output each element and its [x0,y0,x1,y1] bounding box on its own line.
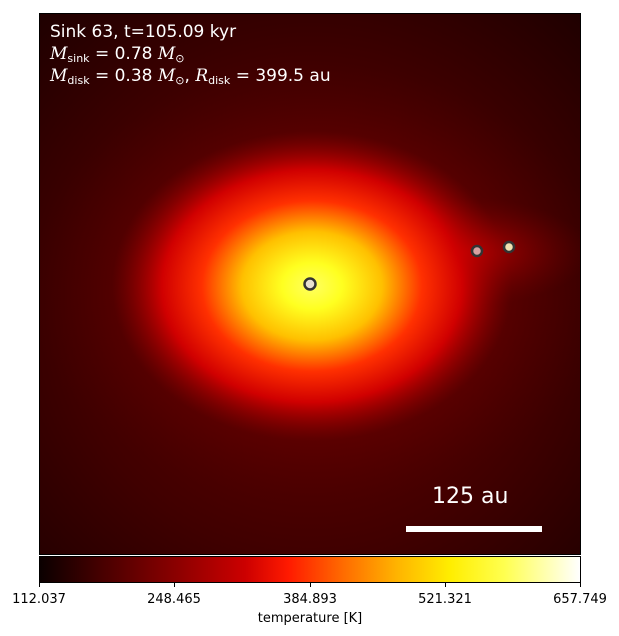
colorbar-tick [580,583,581,587]
colorbar-tick [174,583,175,587]
sink-marker-tertiary [502,240,516,254]
sink-marker-main [303,277,317,291]
scale-bar-label: 125 au [432,484,509,509]
colorbar [39,556,581,583]
colorbar-tick-label: 657.749 [553,592,607,607]
colorbar-tick-label: 384.893 [283,592,337,607]
temperature-map: Sink 63, t=105.09 kyr Msink = 0.78 M⊙ Md… [39,13,581,555]
colorbar-tick [445,583,446,587]
disk-properties: Mdisk = 0.38 M⊙, Rdisk = 399.5 au [50,66,331,87]
colorbar-tick [310,583,311,587]
sink-marker-secondary [470,244,484,258]
colorbar-tick-label: 521.321 [418,592,472,607]
sink-title: Sink 63, t=105.09 kyr [50,22,237,42]
sink-mass: Msink = 0.78 M⊙ [50,44,185,65]
colorbar-tick [39,583,40,587]
scale-bar [406,526,542,532]
colorbar-label: temperature [K] [257,611,363,626]
colorbar-tick-label: 112.037 [12,592,66,607]
colorbar-tick-label: 248.465 [147,592,201,607]
temperature-field [40,14,580,554]
